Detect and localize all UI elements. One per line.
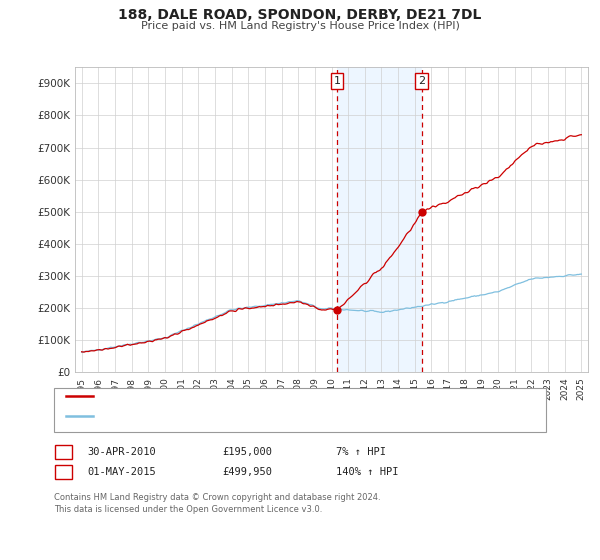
Text: 140% ↑ HPI: 140% ↑ HPI <box>336 466 398 477</box>
Text: 2: 2 <box>418 76 425 86</box>
Text: Contains HM Land Registry data © Crown copyright and database right 2024.: Contains HM Land Registry data © Crown c… <box>54 493 380 502</box>
Text: This data is licensed under the Open Government Licence v3.0.: This data is licensed under the Open Gov… <box>54 505 322 514</box>
Text: 1: 1 <box>334 76 340 86</box>
Text: £499,950: £499,950 <box>222 466 272 477</box>
Text: 1: 1 <box>60 447 67 458</box>
Text: 30-APR-2010: 30-APR-2010 <box>87 447 156 458</box>
Text: HPI: Average price, detached house, City of Derby: HPI: Average price, detached house, City… <box>99 410 344 421</box>
Text: 7% ↑ HPI: 7% ↑ HPI <box>336 447 386 458</box>
Text: 2: 2 <box>60 466 67 477</box>
Text: Price paid vs. HM Land Registry's House Price Index (HPI): Price paid vs. HM Land Registry's House … <box>140 21 460 31</box>
Text: 01-MAY-2015: 01-MAY-2015 <box>87 466 156 477</box>
Text: 188, DALE ROAD, SPONDON, DERBY, DE21 7DL: 188, DALE ROAD, SPONDON, DERBY, DE21 7DL <box>118 8 482 22</box>
Bar <box>337 67 422 372</box>
Text: 188, DALE ROAD, SPONDON, DERBY, DE21 7DL (detached house): 188, DALE ROAD, SPONDON, DERBY, DE21 7DL… <box>99 391 420 401</box>
Text: £195,000: £195,000 <box>222 447 272 458</box>
